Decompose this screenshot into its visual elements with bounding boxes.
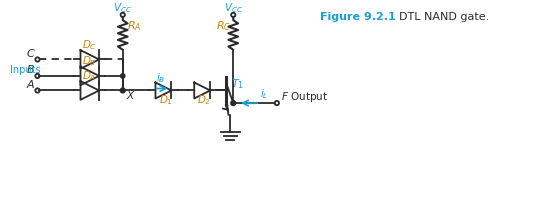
Text: $R_C$: $R_C$	[216, 19, 231, 33]
Text: $X$: $X$	[126, 89, 135, 101]
Text: $F$ Output: $F$ Output	[281, 90, 328, 104]
Text: $A$: $A$	[26, 78, 35, 90]
Text: $R_A$: $R_A$	[126, 19, 141, 33]
Circle shape	[120, 74, 125, 78]
Text: $D_2$: $D_2$	[197, 93, 211, 107]
Text: $B$: $B$	[26, 63, 35, 75]
Text: $i_B$: $i_B$	[156, 71, 165, 85]
Text: $D_A$: $D_A$	[82, 69, 96, 83]
Text: $C$: $C$	[26, 47, 35, 59]
Text: DTL NAND gate.: DTL NAND gate.	[392, 12, 489, 22]
Text: $D_C$: $D_C$	[82, 38, 97, 52]
Text: $i_L$: $i_L$	[261, 87, 269, 101]
Text: $T_1$: $T_1$	[231, 78, 244, 91]
Text: $D_1$: $D_1$	[159, 93, 173, 107]
Text: $V_{CC}$: $V_{CC}$	[113, 1, 132, 15]
Circle shape	[120, 88, 125, 93]
Text: Inputs: Inputs	[10, 65, 41, 75]
Text: Figure 9.2.1: Figure 9.2.1	[320, 12, 396, 22]
Text: $D_B$: $D_B$	[82, 54, 96, 68]
Text: $V_{CC}$: $V_{CC}$	[223, 1, 243, 15]
Circle shape	[231, 101, 235, 105]
